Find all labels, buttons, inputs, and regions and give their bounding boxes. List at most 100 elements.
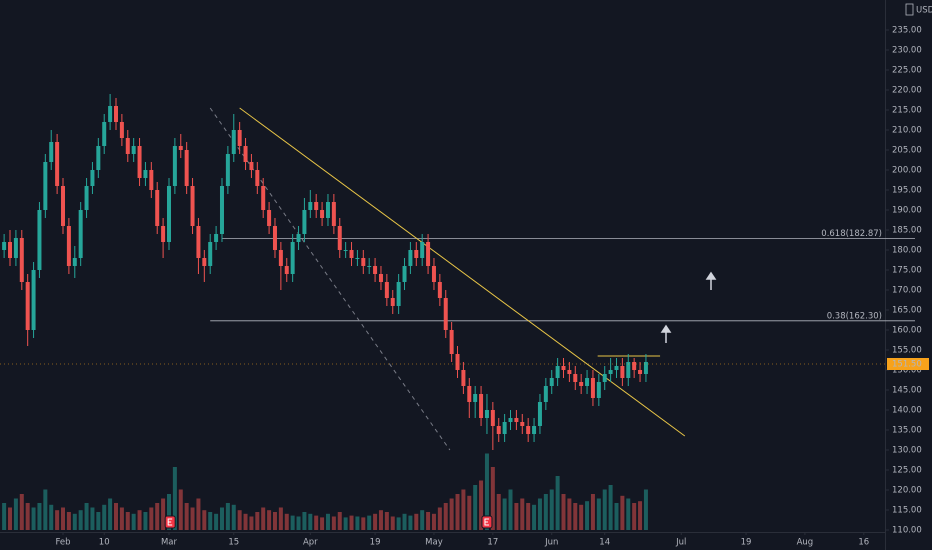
volume-bar bbox=[155, 503, 160, 530]
volume-bar bbox=[496, 494, 501, 530]
candle-body bbox=[31, 270, 36, 330]
y-tick-label: 145.00 bbox=[892, 386, 922, 396]
candle-body bbox=[479, 394, 484, 418]
y-tick-label: 210.00 bbox=[892, 126, 922, 136]
candle-body bbox=[396, 282, 401, 306]
earnings-marker bbox=[164, 515, 176, 529]
volume-bar bbox=[608, 485, 613, 530]
candle-body bbox=[231, 130, 236, 154]
candle-body bbox=[467, 386, 472, 402]
volume-bar bbox=[490, 467, 495, 530]
volume-bar bbox=[308, 513, 313, 530]
y-tick-label: 125.00 bbox=[892, 466, 922, 476]
candle-body bbox=[202, 258, 207, 266]
candle-body bbox=[314, 202, 319, 210]
y-tick-label: 155.00 bbox=[892, 346, 922, 356]
candle-body bbox=[443, 298, 448, 330]
volume-bar bbox=[567, 498, 572, 530]
candle-body bbox=[543, 386, 548, 402]
candle-body bbox=[155, 190, 160, 226]
y-tick-label: 235.00 bbox=[892, 26, 922, 36]
y-tick-label: 200.00 bbox=[892, 166, 922, 176]
volume-bar bbox=[579, 504, 584, 530]
last-price-label: 151.50 bbox=[892, 360, 922, 370]
candle-body bbox=[520, 422, 525, 426]
candle-body bbox=[508, 418, 513, 422]
volume-bar bbox=[437, 507, 442, 530]
last-price-box bbox=[887, 358, 929, 370]
candle-body bbox=[626, 362, 631, 378]
volume-bar bbox=[361, 517, 366, 530]
candle-body bbox=[113, 106, 118, 122]
volume-bar bbox=[96, 512, 101, 530]
y-tick-label: 140.00 bbox=[892, 406, 922, 416]
volume-bar bbox=[61, 507, 66, 530]
candle-body bbox=[373, 266, 378, 274]
volume-bar bbox=[373, 513, 378, 530]
volume-bar bbox=[131, 513, 136, 530]
candle-body bbox=[632, 362, 637, 370]
earnings-glyph bbox=[484, 518, 489, 526]
volume-bar bbox=[208, 512, 213, 530]
volume-bar bbox=[532, 504, 537, 530]
candle-body bbox=[355, 258, 360, 259]
volume-bar bbox=[19, 494, 24, 530]
volume-bar bbox=[272, 512, 277, 530]
candle-body bbox=[96, 146, 101, 170]
volume-bar bbox=[632, 503, 637, 530]
volume-bar bbox=[455, 494, 460, 530]
volume-bar bbox=[502, 498, 507, 530]
candle-body bbox=[414, 250, 419, 258]
candle-body bbox=[90, 170, 95, 186]
y-tick-label: 135.00 bbox=[892, 426, 922, 436]
volume-bar bbox=[302, 512, 307, 530]
volume-bar bbox=[49, 504, 54, 530]
volume-bar bbox=[620, 495, 625, 530]
volume-bar bbox=[219, 507, 224, 530]
candle-body bbox=[585, 378, 590, 386]
volume-bar bbox=[484, 453, 489, 530]
candle-body bbox=[579, 382, 584, 386]
volume-bar bbox=[473, 485, 478, 530]
volume-bar bbox=[384, 512, 389, 530]
volume-bar bbox=[113, 503, 118, 530]
volume-bar bbox=[90, 507, 95, 530]
candle-body bbox=[526, 426, 531, 434]
candle-body bbox=[408, 250, 413, 266]
x-tick-label: 19 bbox=[741, 538, 752, 548]
x-tick-label: Jul bbox=[675, 538, 686, 548]
candle-body bbox=[367, 266, 372, 267]
candle-body bbox=[225, 154, 230, 186]
y-tick-label: 215.00 bbox=[892, 106, 922, 116]
volume-bar bbox=[367, 515, 372, 530]
x-tick-label: Aug bbox=[797, 538, 814, 548]
x-tick-label: 17 bbox=[487, 538, 498, 548]
earnings-marker bbox=[481, 515, 493, 529]
volume-bar bbox=[125, 512, 130, 530]
volume-bar bbox=[267, 510, 272, 530]
candle-body bbox=[608, 370, 613, 374]
volume-bar bbox=[537, 498, 542, 530]
arrow bbox=[660, 324, 672, 343]
volume-bar bbox=[590, 494, 595, 530]
candle-body bbox=[426, 242, 431, 266]
volume-bar bbox=[614, 503, 619, 530]
volume-bar bbox=[190, 507, 195, 530]
volume-bar bbox=[449, 498, 454, 530]
candle-body bbox=[267, 210, 272, 226]
volume-bar bbox=[25, 503, 30, 530]
candle-body bbox=[219, 186, 224, 234]
candle-body bbox=[43, 162, 48, 210]
candle-body bbox=[302, 210, 307, 234]
candle-body bbox=[49, 142, 54, 162]
y-tick-label: 195.00 bbox=[892, 186, 922, 196]
candle-body bbox=[19, 238, 24, 282]
x-tick-label: 16 bbox=[858, 538, 869, 548]
candle-body bbox=[473, 394, 478, 402]
volume-bar bbox=[508, 489, 513, 530]
candle-body bbox=[296, 234, 301, 242]
volume-bar bbox=[526, 503, 531, 530]
y-tick-label: 220.00 bbox=[892, 86, 922, 96]
volume-bar bbox=[284, 513, 289, 530]
candle-body bbox=[149, 170, 154, 190]
